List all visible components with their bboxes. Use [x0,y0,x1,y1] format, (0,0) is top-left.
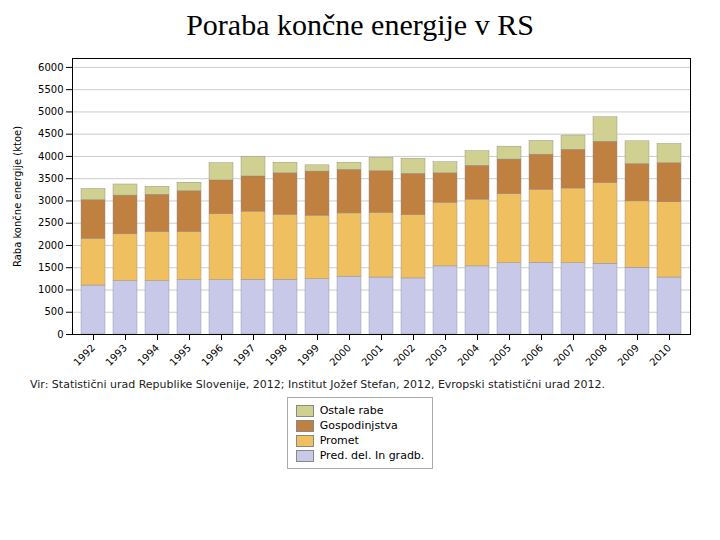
svg-text:6000: 6000 [38,62,63,73]
svg-text:2000: 2000 [38,240,63,251]
svg-text:1995: 1995 [167,342,193,368]
svg-text:4500: 4500 [38,128,63,139]
html-text:Vir: Statistični urad Republik: Vir: Statistični urad Republike Slovenij… [30,378,605,391]
svg-text:2005: 2005 [487,342,513,368]
svg-text:1996: 1996 [199,342,225,368]
svg-text:2008: 2008 [583,342,609,368]
svg-text:2004: 2004 [455,342,481,368]
svg-text:2003: 2003 [423,342,449,368]
svg-text:1998: 1998 [263,342,289,368]
svg-text:1993: 1993 [103,342,129,368]
html-text:Poraba končne energije v RS: Poraba končne energije v RS [186,8,534,41]
svg-text:2500: 2500 [38,217,63,228]
svg-text:Raba končne energije (ktoe): Raba končne energije (ktoe) [12,126,23,267]
html-text:Pred. del. In gradb.: Pred. del. In gradb. [319,449,425,462]
svg-text:5000: 5000 [38,106,63,117]
svg-text:2009: 2009 [615,342,641,368]
html-text:Gospodinjstva: Gospodinjstva [319,419,398,432]
svg-text:4000: 4000 [38,151,63,162]
svg-text:1500: 1500 [38,262,63,273]
svg-text:2007: 2007 [551,342,577,368]
svg-text:0: 0 [57,329,63,340]
svg-text:2002: 2002 [391,342,417,368]
svg-text:1000: 1000 [38,284,63,295]
svg-text:1994: 1994 [135,342,161,368]
html-text:Promet: Promet [319,434,359,447]
svg-text:2001: 2001 [359,342,385,368]
svg-text:5500: 5500 [38,84,63,95]
svg-text:2010: 2010 [647,342,673,368]
svg-text:3000: 3000 [38,195,63,206]
svg-text:1999: 1999 [295,342,321,368]
svg-text:2000: 2000 [327,342,353,368]
html-text:Ostale rabe: Ostale rabe [319,404,384,417]
svg-text:1997: 1997 [231,342,257,368]
svg-text:1992: 1992 [71,342,97,368]
svg-text:3500: 3500 [38,173,63,184]
svg-text:2006: 2006 [519,342,545,368]
svg-text:500: 500 [44,306,63,317]
